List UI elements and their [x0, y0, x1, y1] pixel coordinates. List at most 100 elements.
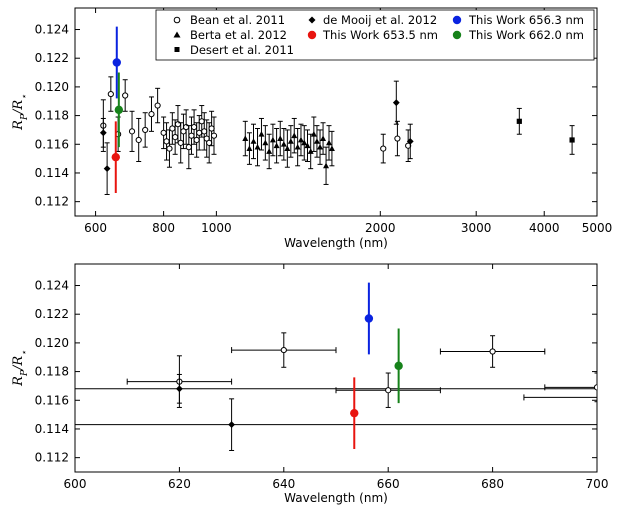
top-point-circle-open [160, 129, 167, 136]
top-plot-frame [74, 7, 598, 217]
bottom-y-tick-label: 0.118 [35, 365, 69, 379]
top-point-circle-open [185, 144, 192, 151]
top-point-triangle [310, 131, 317, 137]
bottom-x-tick-label: 700 [586, 477, 609, 491]
legend-frame [155, 9, 595, 61]
top-point-triangle [262, 139, 269, 146]
top-point-triangle [254, 143, 261, 150]
top-point-circle-open [177, 139, 184, 146]
bottom-point-diamond [228, 421, 235, 429]
legend-entry-desert: Desert et al. 2011 [174, 43, 294, 57]
top-point-triangle [266, 148, 273, 154]
top-point-triangle [328, 145, 335, 151]
top-point-triangle [323, 162, 330, 169]
legend-entry-bean: Bean et al. 2011 [173, 13, 285, 27]
top-point-triangle [294, 143, 301, 150]
bottom-point-circle-open [593, 384, 597, 391]
bottom-point-circle-open [489, 348, 496, 355]
top-point-circle-open [206, 139, 213, 146]
legend-entry-662: This Work 662.0 nm [452, 28, 584, 42]
legend-entry-653: This Work 653.5 nm [307, 28, 438, 42]
top-point-dot [111, 152, 120, 162]
top-point-circle-open [193, 136, 200, 144]
top-point-circle-open [122, 92, 129, 99]
top-point-diamond [392, 99, 400, 107]
legend-marker-diamond-icon [308, 16, 316, 24]
legend-entry-berta: Berta et al. 2012 [173, 28, 287, 42]
top-point-triangle [313, 138, 320, 144]
top-data-marks [99, 26, 575, 195]
bottom-y-tick-label: 0.124 [35, 279, 69, 293]
bottom-y-axis-label: RP/R⋆ [11, 350, 30, 387]
legend-entry-demooij: de Mooij et al. 2012 [308, 13, 437, 27]
top-point-circle-open [148, 111, 155, 118]
bottom-plot-frame [74, 263, 598, 473]
bottom-panel: 600 620 640 660 680 700 0.112 0.114 0.116 0.118 0.… [11, 263, 609, 505]
top-point-circle-open [166, 145, 173, 152]
top-point-diamond [406, 138, 414, 145]
bottom-axes: 600 620 640 660 680 700 0.112 0.114 0.116 0.118 0.… [35, 264, 609, 491]
bottom-point-dot [394, 361, 403, 371]
bottom-point-circle-open [385, 387, 392, 394]
bottom-point-dot [364, 314, 374, 323]
top-point-triangle [291, 132, 298, 139]
bottom-x-tick-label: 660 [377, 477, 400, 491]
top-point-circle-open [405, 142, 412, 149]
top-point-triangle [304, 142, 311, 149]
top-point-triangle [320, 135, 327, 141]
top-point-triangle [280, 141, 287, 147]
bottom-y-tick-label: 0.112 [35, 451, 69, 465]
legend-marker-square-icon [174, 47, 180, 52]
top-y-axis-label: RP/R⋆ [11, 94, 30, 131]
top-point-triangle [258, 131, 265, 137]
legend-label: This Work 656.3 nm [468, 13, 584, 27]
bottom-marks-clip [75, 282, 597, 451]
top-point-triangle [250, 138, 257, 144]
top-point-circle-open [163, 138, 170, 145]
top-point-circle-open [128, 128, 136, 135]
top-point-circle-open [380, 145, 387, 152]
bottom-data-marks [75, 282, 597, 451]
legend-label: Berta et al. 2012 [190, 28, 287, 42]
legend-entry-656: This Work 656.3 nm [452, 13, 584, 27]
legend-marker-blue-dot-icon [452, 15, 462, 25]
top-point-circle-open [188, 132, 195, 139]
top-point-diamond [99, 129, 107, 137]
top-point-triangle [287, 138, 294, 144]
top-x-axis-label: Wavelength (nm) [284, 236, 388, 250]
top-point-circle-open [172, 134, 179, 141]
top-point-diamond [103, 165, 111, 173]
top-point-circle-open [169, 125, 176, 132]
bottom-x-axis-label: Wavelength (nm) [284, 491, 388, 505]
legend-label: de Mooij et al. 2012 [323, 13, 437, 27]
top-panel: 600 800 1000 2000 3000 4000 5000 0.112 0.114 0.11… [11, 7, 612, 250]
top-x-tick-label: 2000 [365, 221, 396, 235]
top-point-circle-open [107, 90, 114, 98]
top-point-circle-open [135, 136, 142, 144]
top-axes: 600 800 1000 2000 3000 4000 5000 0.112 0.114 0.11… [35, 8, 612, 235]
top-point-triangle [317, 143, 324, 150]
top-point-triangle [284, 145, 291, 151]
top-point-circle-open [154, 102, 161, 109]
top-y-tick-label: 0.118 [35, 109, 69, 123]
top-point-dot [112, 58, 121, 67]
bottom-x-tick-label: 640 [272, 477, 295, 491]
top-point-triangle [269, 136, 276, 143]
top-y-tick-label: 0.122 [35, 51, 69, 65]
top-point-triangle [307, 148, 314, 154]
bottom-point-diamond [176, 385, 183, 393]
bottom-point-dot [350, 408, 359, 418]
bottom-y-tick-label: 0.116 [35, 393, 69, 407]
top-point-circle-open [210, 132, 218, 139]
legend-label: This Work 653.5 nm [322, 28, 438, 42]
top-marks-clip [99, 26, 575, 195]
top-point-triangle [277, 135, 284, 141]
bottom-x-tick-label: 620 [168, 477, 191, 491]
bottom-y-tick-label: 0.114 [35, 422, 69, 436]
bottom-point-circle-open [280, 346, 287, 354]
top-point-triangle [273, 142, 280, 149]
legend-label: Desert et al. 2011 [190, 43, 294, 57]
top-point-circle-open [198, 118, 205, 125]
legend-marker-red-dot-icon [307, 30, 317, 40]
